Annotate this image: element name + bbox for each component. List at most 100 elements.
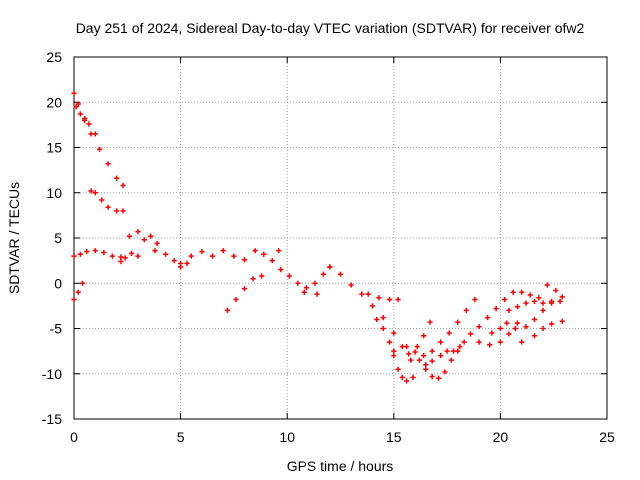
data-point	[438, 339, 444, 345]
data-point	[122, 255, 128, 261]
y-axis-label: SDTVAR / TECUs	[6, 182, 22, 294]
data-point	[120, 208, 126, 214]
data-point	[301, 289, 307, 295]
data-point	[559, 294, 565, 300]
data-point	[75, 289, 81, 295]
data-point	[559, 318, 565, 324]
data-point	[423, 362, 429, 368]
data-point	[252, 248, 258, 254]
data-point	[412, 349, 418, 355]
x-tick-label: 0	[70, 429, 78, 445]
data-point	[448, 357, 454, 363]
data-point	[391, 348, 397, 354]
data-point	[118, 258, 124, 265]
x-tick-label: 15	[386, 429, 402, 445]
data-point	[269, 258, 275, 264]
data-point	[395, 296, 401, 303]
x-axis-label: GPS time / hours	[287, 458, 394, 474]
data-point	[540, 325, 546, 332]
data-point	[118, 254, 124, 260]
data-point	[126, 233, 133, 239]
data-point	[467, 331, 474, 337]
data-point	[423, 366, 429, 372]
data-point	[224, 307, 231, 313]
data-point	[88, 188, 94, 194]
data-point	[141, 237, 147, 243]
data-point	[105, 161, 111, 167]
data-point	[506, 307, 512, 313]
data-point	[510, 289, 516, 295]
data-point	[105, 204, 111, 210]
data-point	[399, 374, 405, 380]
data-point	[544, 282, 550, 288]
data-point	[77, 251, 83, 257]
data-point	[314, 291, 320, 297]
data-point	[523, 300, 529, 306]
data-point	[493, 305, 499, 312]
data-point	[320, 271, 327, 277]
data-point	[171, 258, 177, 264]
y-tick-label: 10	[46, 185, 62, 201]
data-point	[476, 324, 482, 330]
data-point	[114, 175, 120, 181]
data-point	[461, 339, 467, 345]
data-point	[92, 190, 98, 196]
data-point	[312, 280, 318, 286]
data-point	[386, 296, 393, 303]
data-point	[278, 267, 284, 273]
data-point	[476, 339, 482, 345]
data-point	[99, 197, 105, 203]
data-point	[531, 316, 538, 323]
data-point	[450, 348, 457, 354]
y-tick-label: -10	[42, 366, 62, 382]
data-point	[152, 248, 158, 254]
data-point	[135, 229, 141, 235]
data-point	[178, 260, 184, 266]
data-point	[519, 289, 525, 295]
data-point	[527, 292, 533, 298]
data-point	[184, 260, 190, 266]
x-tick-label: 10	[279, 429, 295, 445]
data-point	[75, 101, 81, 107]
data-point	[199, 248, 205, 255]
data-point	[79, 280, 86, 286]
data-point	[386, 339, 393, 345]
data-point	[391, 353, 397, 359]
data-point	[241, 286, 248, 292]
data-point	[504, 320, 510, 326]
data-point	[429, 358, 435, 364]
data-point	[71, 296, 77, 303]
data-point	[506, 331, 512, 337]
plot-frame	[73, 56, 608, 420]
y-tick-label: 15	[46, 140, 62, 156]
data-point	[408, 357, 414, 363]
data-point	[421, 353, 427, 359]
data-point	[261, 251, 267, 257]
x-tick-label: 20	[493, 429, 509, 445]
data-point	[457, 344, 463, 350]
data-point	[380, 315, 386, 321]
data-point	[414, 344, 420, 350]
y-tick-label: 20	[46, 94, 62, 110]
data-point	[120, 182, 126, 189]
data-point	[463, 307, 469, 313]
data-point	[421, 333, 427, 339]
data-point	[442, 369, 448, 375]
data-point	[250, 276, 256, 282]
data-point	[128, 250, 135, 256]
data-point	[536, 295, 542, 301]
data-point	[109, 253, 115, 259]
x-tick-label: 5	[177, 429, 185, 445]
data-point	[497, 339, 503, 345]
data-point	[154, 240, 160, 247]
data-point	[557, 298, 563, 304]
data-point	[359, 291, 365, 297]
data-point	[391, 330, 397, 336]
data-point	[531, 298, 538, 304]
data-point	[485, 315, 491, 321]
y-tick-label: 0	[54, 275, 62, 291]
data-point	[429, 348, 435, 354]
data-points	[71, 90, 565, 384]
data-point	[472, 296, 478, 303]
